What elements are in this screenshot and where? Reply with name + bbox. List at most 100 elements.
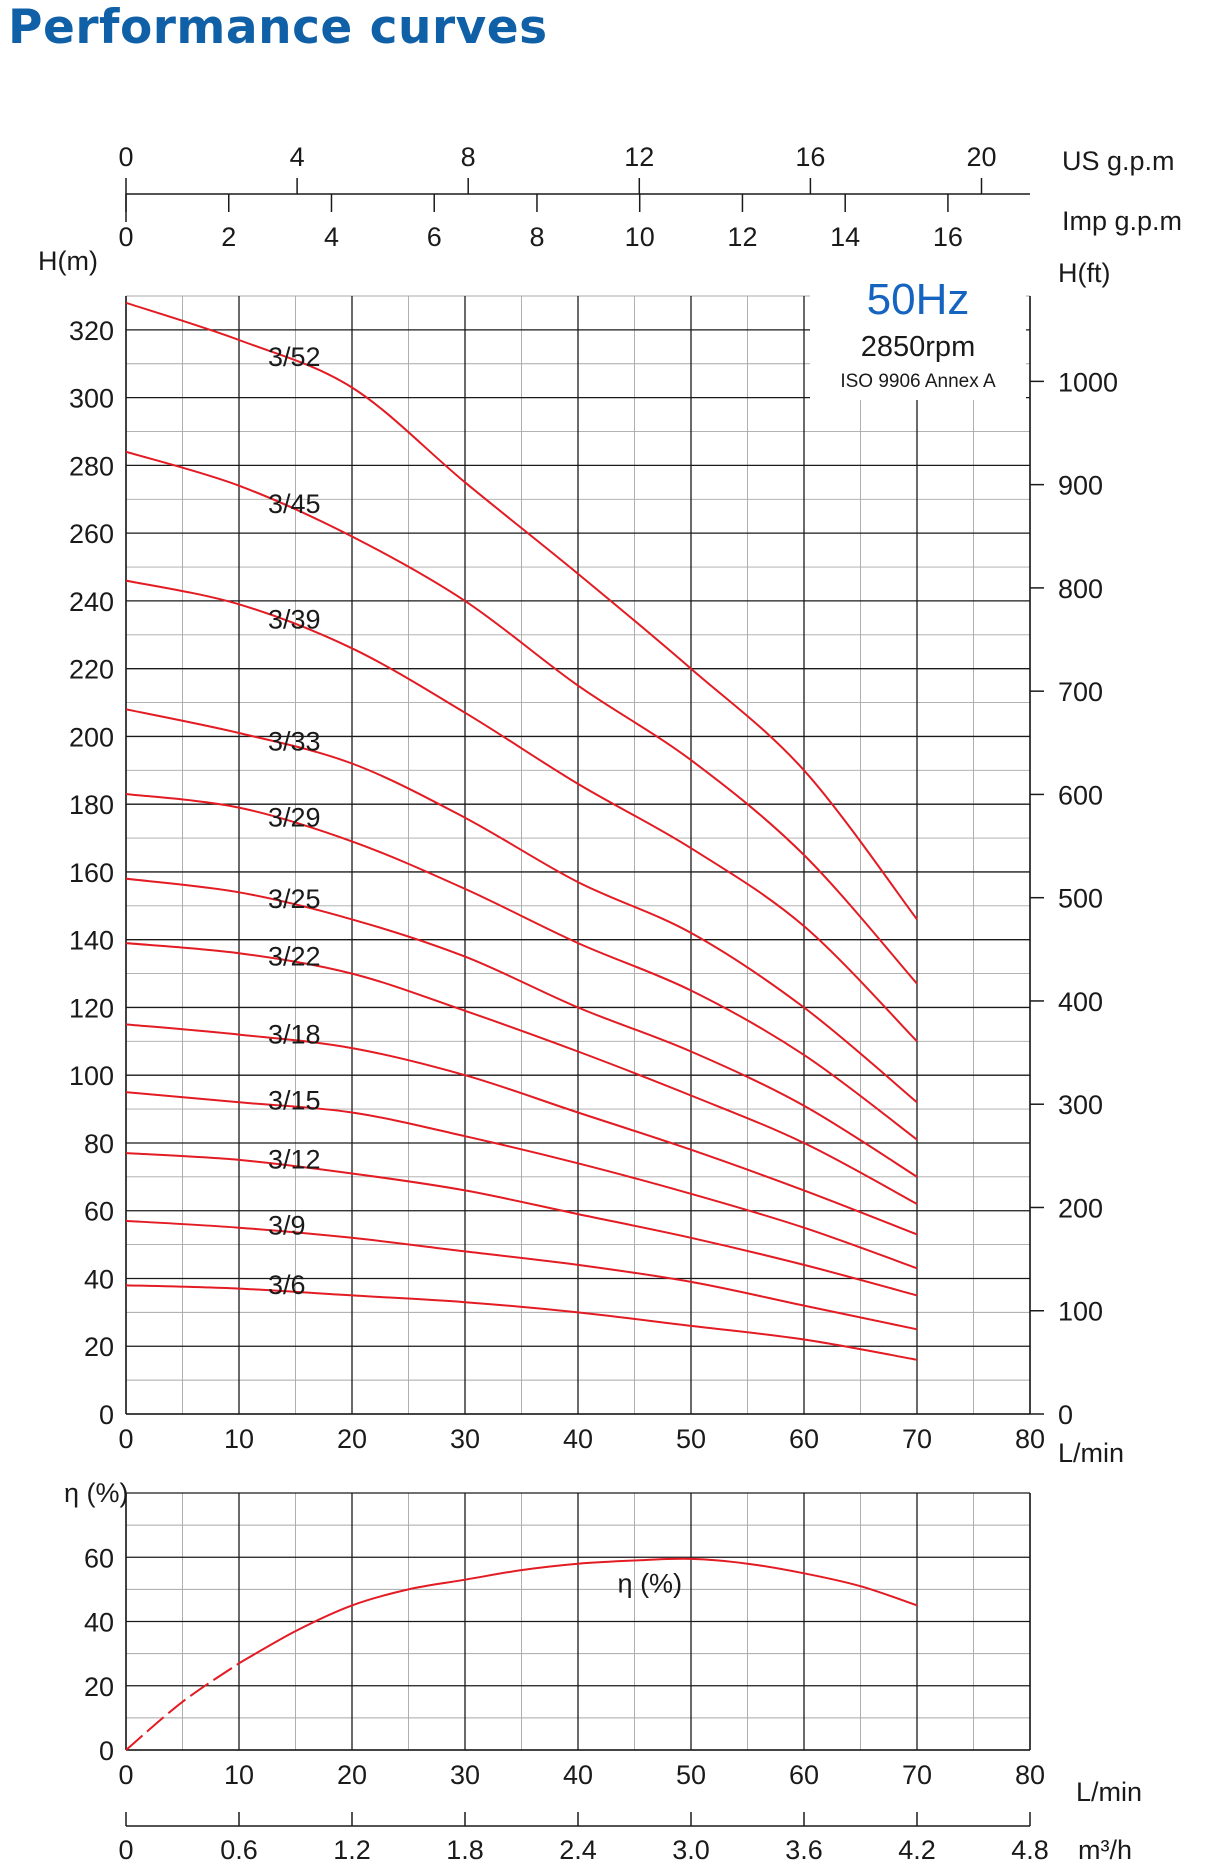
us-gpm-tick-label: 20 xyxy=(966,142,996,172)
imp-gpm-tick-label: 12 xyxy=(727,222,757,252)
curve-label: 3/18 xyxy=(268,1019,321,1049)
x-tick-label: 10 xyxy=(224,1760,254,1790)
m3h-tick-label: 3.6 xyxy=(785,1835,823,1865)
efficiency-curve xyxy=(238,1557,918,1665)
curve-label: 3/9 xyxy=(268,1211,306,1241)
y2-tick-label: 600 xyxy=(1058,780,1103,810)
imp-gpm-axis-label: Imp g.p.m xyxy=(1062,206,1182,236)
curve-3-18 xyxy=(125,1023,918,1236)
curve-3-15 xyxy=(125,1091,918,1270)
y-tick-label: 320 xyxy=(69,316,114,346)
y-tick-label: 0 xyxy=(99,1400,114,1430)
curve-label: 3/52 xyxy=(268,342,321,372)
x-tick-label: 20 xyxy=(337,1424,367,1454)
x-tick-label: 50 xyxy=(676,1760,706,1790)
x-tick-label: 40 xyxy=(563,1760,593,1790)
m3h-tick-label: 0.6 xyxy=(220,1835,258,1865)
curve-3-9 xyxy=(125,1219,918,1331)
efficiency-chart: 0 10 20 30 40 50 60 70 80 L/min 0 20 40 60 η (%) 0 0.6 1.… xyxy=(64,1478,1142,1865)
imp-gpm-tick-label: 2 xyxy=(221,222,236,252)
y-tick-label: 0 xyxy=(99,1736,114,1766)
curve-label: 3/45 xyxy=(268,489,321,519)
x-tick-label: 80 xyxy=(1015,1424,1045,1454)
m3h-tick-label: 1.8 xyxy=(446,1835,484,1865)
imp-gpm-tick-label: 16 xyxy=(933,222,963,252)
x-tick-label: 30 xyxy=(450,1760,480,1790)
standard-label: ISO 9906 Annex A xyxy=(840,371,996,392)
x-tick-label: 20 xyxy=(337,1760,367,1790)
curve-label: 3/25 xyxy=(268,884,321,914)
annotation-box xyxy=(810,268,1026,400)
head-flow-chart: 0 10 20 30 40 50 60 70 80 L/min020406080100120140… xyxy=(38,142,1182,1468)
y-axis-label: η (%) xyxy=(64,1478,129,1508)
m3h-tick-label: 0 xyxy=(118,1835,133,1865)
us-gpm-tick-label: 8 xyxy=(461,142,476,172)
x-tick-label: 0 xyxy=(118,1424,133,1454)
imp-gpm-tick-label: 8 xyxy=(529,222,544,252)
efficiency-curve-label: η (%) xyxy=(618,1569,683,1599)
rpm-label: 2850rpm xyxy=(861,331,975,363)
m3h-axis-label: m³/h xyxy=(1078,1835,1132,1865)
y-tick-label: 80 xyxy=(84,1129,114,1159)
curve-3-33 xyxy=(125,708,918,1104)
curve-label: 3/29 xyxy=(268,803,321,833)
curve-3-52 xyxy=(125,301,918,921)
y2-tick-label: 800 xyxy=(1058,574,1103,604)
curve-3-6 xyxy=(125,1284,918,1361)
imp-gpm-tick-label: 0 xyxy=(118,222,133,252)
curve-3-12 xyxy=(125,1152,918,1297)
y-axis-label: H(m) xyxy=(38,246,98,276)
x-axis-label: L/min xyxy=(1058,1438,1124,1468)
frequency-label: 50Hz xyxy=(867,275,970,324)
x-tick-label: 50 xyxy=(676,1424,706,1454)
y-tick-label: 180 xyxy=(69,790,114,820)
y-tick-label: 100 xyxy=(69,1061,114,1091)
m3h-tick-label: 2.4 xyxy=(559,1835,597,1865)
page-title: Performance curves xyxy=(8,0,548,55)
curve-3-29 xyxy=(125,793,918,1141)
y-tick-label: 20 xyxy=(84,1332,114,1362)
x-tick-label: 60 xyxy=(789,1760,819,1790)
x-tick-label: 0 xyxy=(118,1760,133,1790)
y2-tick-label: 300 xyxy=(1058,1090,1103,1120)
imp-gpm-tick-label: 14 xyxy=(830,222,860,252)
x-tick-label: 80 xyxy=(1015,1760,1045,1790)
us-gpm-tick-label: 0 xyxy=(118,142,133,172)
y2-tick-label: 0 xyxy=(1058,1400,1073,1430)
curve-label: 3/39 xyxy=(268,604,321,634)
y-tick-label: 300 xyxy=(69,384,114,414)
us-gpm-axis-label: US g.p.m xyxy=(1062,146,1175,176)
curve-label: 3/33 xyxy=(268,726,321,756)
curve-label: 3/15 xyxy=(268,1085,321,1115)
curve-3-39 xyxy=(125,579,918,1042)
m3h-tick-label: 4.8 xyxy=(1011,1835,1049,1865)
y-tick-label: 40 xyxy=(84,1264,114,1294)
y-tick-label: 120 xyxy=(69,993,114,1023)
y2-tick-label: 500 xyxy=(1058,884,1103,914)
us-gpm-tick-label: 16 xyxy=(795,142,825,172)
y-tick-label: 40 xyxy=(84,1608,114,1638)
x-tick-label: 30 xyxy=(450,1424,480,1454)
curve-label: 3/12 xyxy=(268,1145,321,1175)
y-tick-label: 240 xyxy=(69,587,114,617)
efficiency-curve-dashed xyxy=(125,1662,240,1751)
curve-label: 3/22 xyxy=(268,941,321,971)
y2-tick-label: 900 xyxy=(1058,471,1103,501)
y2-tick-label: 700 xyxy=(1058,677,1103,707)
y-tick-label: 220 xyxy=(69,655,114,685)
m3h-tick-label: 4.2 xyxy=(898,1835,936,1865)
x-axis-label: L/min xyxy=(1076,1777,1142,1807)
y-tick-label: 20 xyxy=(84,1672,114,1702)
curve-label: 3/6 xyxy=(268,1270,306,1300)
y-tick-label: 60 xyxy=(84,1543,114,1573)
y2-tick-label: 200 xyxy=(1058,1193,1103,1223)
y-tick-label: 260 xyxy=(69,519,114,549)
curve-3-45 xyxy=(125,450,918,985)
m3h-tick-label: 1.2 xyxy=(333,1835,371,1865)
curve-3-22 xyxy=(125,942,918,1205)
imp-gpm-tick-label: 4 xyxy=(324,222,339,252)
y2-tick-label: 100 xyxy=(1058,1297,1103,1327)
x-tick-label: 40 xyxy=(563,1424,593,1454)
m3h-tick-label: 3.0 xyxy=(672,1835,710,1865)
y-tick-label: 200 xyxy=(69,722,114,752)
